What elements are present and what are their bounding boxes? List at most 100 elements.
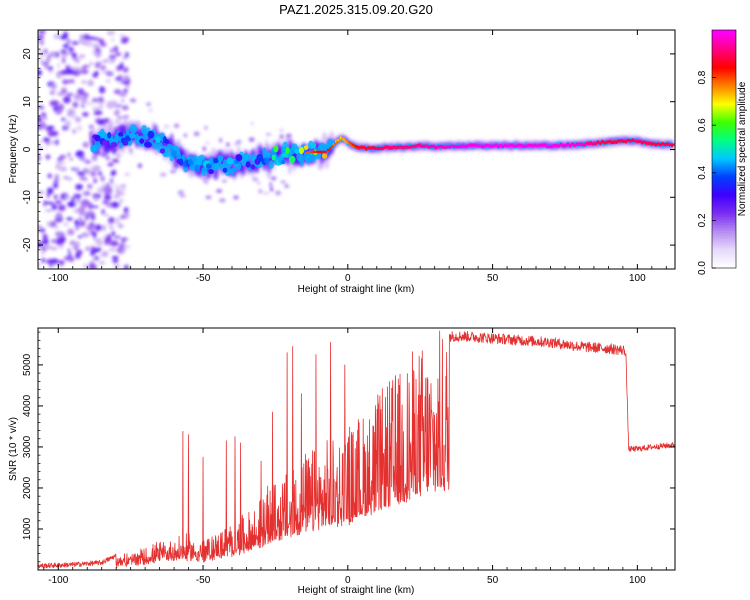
colorbar-cell	[712, 91, 736, 95]
heatmap-cell	[602, 141, 605, 144]
heatmap-cell	[554, 144, 557, 147]
heatmap-cell	[535, 144, 538, 147]
colorbar-cell	[712, 224, 736, 227]
heatmap-cell	[389, 146, 392, 149]
heatmap-cell	[503, 144, 506, 147]
heatmap-noise-blob	[68, 252, 72, 258]
heatmap-cell	[387, 146, 390, 149]
heatmap-cell	[637, 139, 640, 143]
heatmap-noise-blob	[75, 183, 83, 191]
colorbar-cell	[712, 236, 736, 239]
heatmap-cell	[107, 132, 112, 139]
heatmap-noise-blob	[177, 190, 184, 195]
heatmap-noise-blob	[78, 37, 85, 45]
colorbar-cell	[712, 196, 736, 200]
heatmap-noise-blob	[107, 162, 114, 167]
figure-title: PAZ1.2025.315.09.20.G20	[279, 2, 433, 17]
heatmap-noise-blob	[121, 99, 125, 103]
heatmap-noise-blob	[49, 51, 58, 58]
heatmap-noise-blob	[163, 124, 170, 129]
heatmap-noise-blob	[88, 166, 94, 172]
heatmap-noise-blob	[92, 264, 97, 269]
colorbar-cell	[712, 139, 736, 142]
heatmap-cell	[166, 143, 173, 151]
snr-y-axis-label: SNR (10 * v/v)	[8, 417, 19, 481]
heatmap-cell	[268, 160, 275, 169]
heatmap-cell	[630, 139, 633, 143]
colorbar-cell	[712, 212, 736, 216]
heatmap-cell	[558, 144, 561, 147]
heatmap-cell	[653, 142, 656, 145]
heatmap-noise-blob	[78, 217, 82, 220]
colorbar-cell	[712, 266, 736, 269]
heatmap-noise-blob	[63, 31, 68, 38]
heatmap-cell	[639, 140, 642, 143]
heatmap-noise-blob	[86, 210, 95, 218]
heatmap-noise-blob	[51, 140, 55, 145]
heatmap-noise-blob	[248, 137, 255, 142]
heatmap-noise-blob	[73, 193, 82, 198]
heatmap-noise-blob	[121, 105, 129, 111]
heatmap-noise-blob	[65, 38, 72, 45]
heatmap-noise-blob	[104, 213, 109, 217]
heatmap-cell	[264, 157, 270, 165]
colorbar-cell	[712, 244, 736, 247]
heatmap-noise-blob	[63, 176, 69, 180]
heatmap-cell	[493, 144, 496, 147]
colorbar-cell	[712, 184, 736, 188]
colorbar-cell	[712, 67, 736, 71]
heatmap-noise-blob	[75, 150, 85, 158]
heatmap-cell	[614, 140, 617, 143]
heatmap-cell	[343, 137, 346, 140]
heatmap-cell	[421, 144, 425, 147]
heatmap-noise-blob	[78, 54, 86, 59]
heatmap-noise-blob	[81, 80, 86, 84]
heatmap-cell	[366, 146, 369, 150]
colorbar-cell	[712, 117, 736, 120]
heatmap-cell	[299, 147, 304, 155]
colorbar-cell	[712, 47, 736, 51]
heatmap-cell	[628, 139, 631, 143]
colorbar-tick-label: 0.2	[697, 213, 708, 227]
colorbar-cell	[712, 226, 736, 229]
heatmap-cell	[424, 144, 427, 148]
heatmap-noise-blob	[115, 188, 119, 196]
heatmap-cell	[510, 144, 513, 147]
colorbar-cell	[712, 149, 736, 152]
colorbar-cell	[712, 174, 736, 178]
colorbar-cell	[712, 73, 736, 77]
heatmap-noise-blob	[279, 128, 284, 132]
heatmap-cell	[491, 144, 494, 147]
heatmap-cell	[331, 145, 334, 148]
heatmap-noise-blob	[219, 198, 226, 203]
heatmap-noise-blob	[41, 250, 45, 256]
heatmap-noise-blob	[128, 150, 134, 155]
heatmap-cell	[110, 141, 118, 148]
heatmap-noise-blob	[45, 56, 51, 64]
heatmap-cell	[556, 144, 559, 147]
heatmap-cell	[588, 142, 591, 145]
heatmap-noise-blob	[93, 178, 98, 184]
heatmap-noise-blob	[66, 92, 74, 97]
colorbar-cell	[712, 79, 736, 83]
heatmap-noise-blob	[123, 66, 129, 73]
colorbar-cell	[712, 85, 736, 89]
colorbar-cell	[712, 178, 736, 182]
heatmap-x-tick-label: -50	[196, 273, 211, 284]
heatmap-noise-blob	[193, 131, 200, 137]
heatmap-cell	[165, 139, 170, 144]
heatmap-cell	[618, 140, 621, 143]
heatmap-cell	[521, 144, 524, 147]
heatmap-noise-blob	[120, 249, 125, 253]
snr-series-line	[38, 330, 675, 569]
heatmap-noise-blob	[47, 129, 55, 137]
heatmap-noise-blob	[67, 228, 75, 236]
heatmap-noise-blob	[38, 35, 45, 40]
heatmap-noise-blob	[279, 134, 284, 140]
heatmap-noise-blob	[74, 219, 79, 226]
heatmap-noise-blob	[56, 75, 62, 78]
colorbar-cell	[712, 164, 736, 168]
heatmap-cell	[461, 144, 464, 147]
heatmap-cell	[380, 146, 383, 150]
colorbar-cell	[712, 37, 736, 41]
